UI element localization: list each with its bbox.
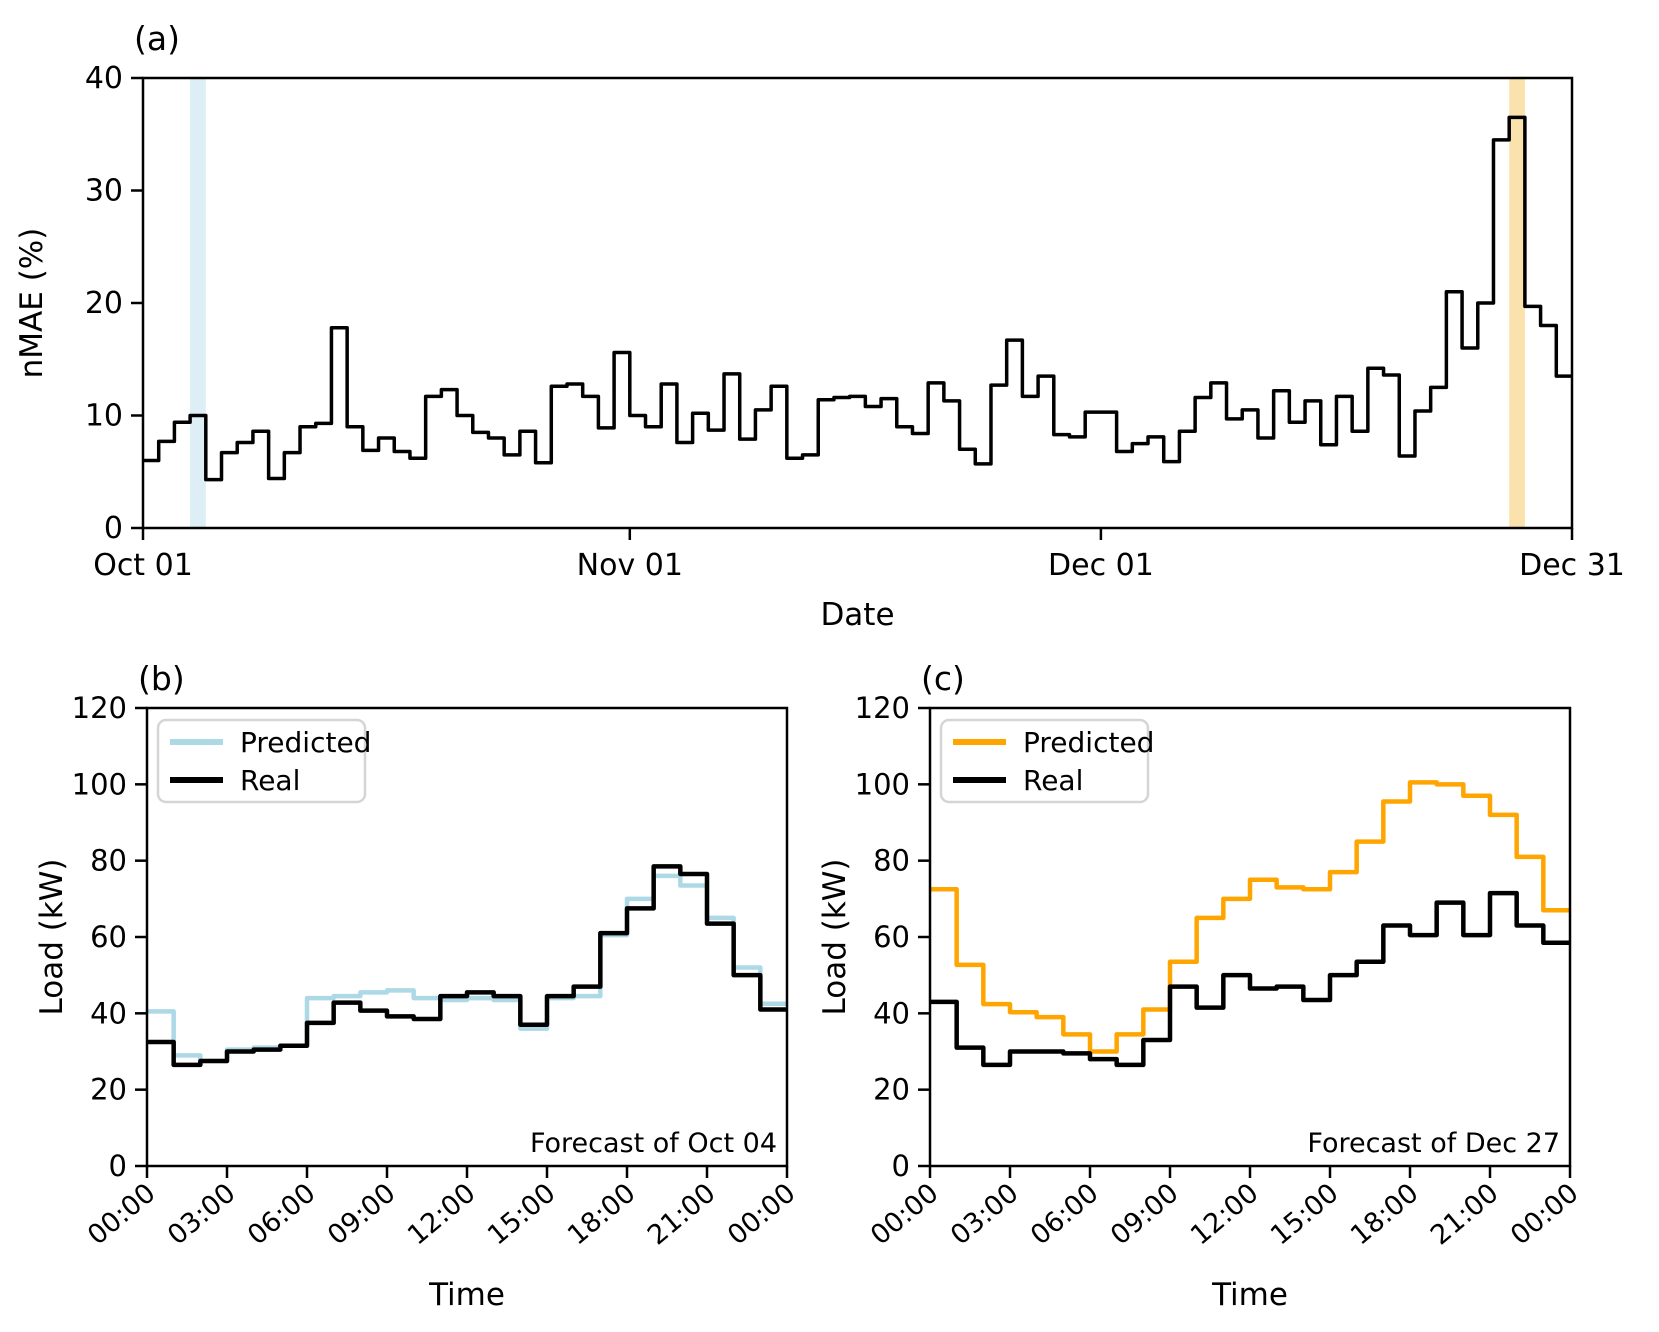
y-axis-label: Load (kW) (817, 858, 853, 1015)
panel-title: (b) (138, 659, 185, 698)
y-tick-label: 10 (85, 399, 123, 434)
x-tick-label: 15:00 (1265, 1178, 1345, 1252)
y-tick-label: 120 (855, 691, 910, 725)
x-axis-label: Time (428, 1277, 505, 1313)
y-axis-label: nMAE (%) (14, 228, 50, 379)
panel-title: (a) (134, 19, 180, 58)
y-tick-label: 20 (873, 1073, 910, 1107)
y-axis-label: Load (kW) (34, 858, 70, 1015)
x-tick-label: 00:00 (1505, 1178, 1585, 1252)
x-tick-label: 06:00 (242, 1178, 322, 1252)
y-tick-label: 120 (72, 691, 127, 725)
real-line (147, 864, 787, 1068)
y-tick-label: 0 (892, 1149, 910, 1183)
x-tick-label: 00:00 (722, 1178, 802, 1252)
y-tick-label: 100 (72, 767, 127, 801)
y-tick-label: 30 (85, 174, 123, 209)
y-tick-label: 100 (855, 767, 910, 801)
legend: Predicted Real (939, 718, 1154, 804)
axes-box (141, 76, 1574, 530)
legend-label-predicted: Predicted (240, 726, 371, 759)
x-tick-label: Dec 31 (1519, 548, 1625, 583)
legend: Predicted Real (156, 718, 371, 804)
y-tick-label: 80 (90, 844, 127, 878)
x-tick-label: Oct 01 (93, 548, 193, 583)
y-tick-label: 60 (873, 920, 910, 954)
nmae-line (143, 115, 1572, 482)
x-tick-label: 21:00 (1425, 1178, 1505, 1252)
x-tick-label: 12:00 (1185, 1178, 1265, 1252)
y-tick-label: 20 (90, 1073, 127, 1107)
x-tick-label: 00:00 (82, 1178, 162, 1252)
highlight-band-oct04 (190, 78, 206, 528)
y-tick-label: 0 (104, 511, 123, 546)
x-tick-label: Dec 01 (1048, 548, 1154, 583)
forecast-note: Forecast of Dec 27 (1307, 1128, 1560, 1159)
x-tick-label: 06:00 (1025, 1178, 1105, 1252)
panel-a: 0 10 20 30 40 Oct 01 Nov 01 Dec 01 Dec 31 (a) Date… (14, 19, 1625, 633)
panel-title: (c) (921, 659, 965, 698)
x-tick-label: 18:00 (1345, 1178, 1425, 1252)
x-tick-label: 00:00 (865, 1178, 945, 1252)
predicted-line (147, 873, 787, 1064)
x-axis-label: Time (1211, 1277, 1288, 1313)
forecast-note: Forecast of Oct 04 (530, 1128, 777, 1159)
x-tick-label: Nov 01 (577, 548, 683, 583)
highlight-band-dec27 (1509, 78, 1525, 528)
x-tick-label: 03:00 (945, 1178, 1025, 1252)
y-tick-label: 40 (90, 996, 127, 1030)
x-tick-label: 12:00 (402, 1178, 482, 1252)
y-tick-label: 80 (873, 844, 910, 878)
real-line (930, 890, 1570, 1068)
legend-label-predicted: Predicted (1023, 726, 1154, 759)
predicted-line (930, 780, 1570, 1054)
x-tick-label: 15:00 (482, 1178, 562, 1252)
y-tick-label: 20 (85, 286, 123, 321)
x-tick-label: 03:00 (162, 1178, 242, 1252)
legend-label-real: Real (240, 764, 300, 797)
y-tick-label: 40 (873, 996, 910, 1030)
legend-label-real: Real (1023, 764, 1083, 797)
x-tick-label: 09:00 (1105, 1178, 1185, 1252)
x-tick-label: 09:00 (322, 1178, 402, 1252)
y-tick-label: 0 (109, 1149, 127, 1183)
x-tick-label: 18:00 (562, 1178, 642, 1252)
x-axis-label: Date (820, 597, 894, 633)
y-tick-label: 60 (90, 920, 127, 954)
y-tick-label: 40 (85, 61, 123, 96)
x-tick-label: 21:00 (642, 1178, 722, 1252)
